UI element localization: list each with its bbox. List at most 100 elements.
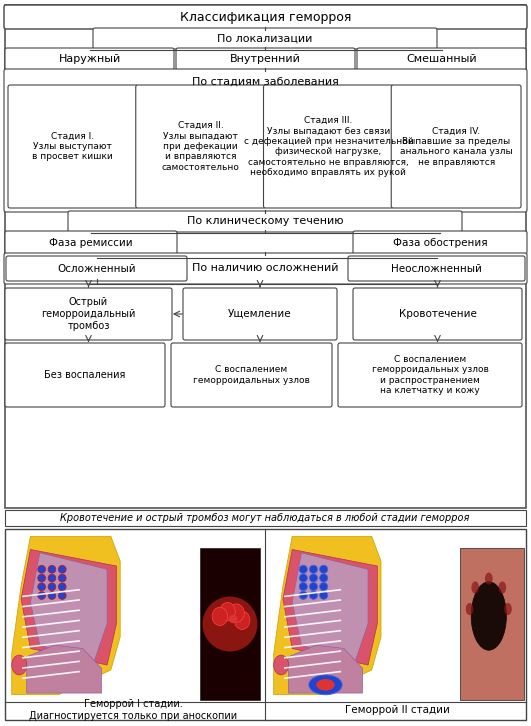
Circle shape <box>58 583 66 591</box>
Ellipse shape <box>302 567 305 571</box>
FancyBboxPatch shape <box>4 69 527 212</box>
FancyBboxPatch shape <box>391 85 521 208</box>
Circle shape <box>38 574 46 582</box>
Bar <box>5 529 526 720</box>
Polygon shape <box>273 537 381 695</box>
FancyBboxPatch shape <box>263 85 393 208</box>
FancyBboxPatch shape <box>5 231 177 254</box>
Circle shape <box>299 591 307 600</box>
Ellipse shape <box>229 615 237 623</box>
Bar <box>460 548 524 700</box>
FancyBboxPatch shape <box>353 288 522 340</box>
Ellipse shape <box>12 655 27 675</box>
Ellipse shape <box>322 576 325 580</box>
Polygon shape <box>283 550 378 665</box>
Text: Геморрой II стадии: Геморрой II стадии <box>345 705 449 715</box>
Ellipse shape <box>312 584 315 589</box>
Circle shape <box>48 566 56 574</box>
FancyBboxPatch shape <box>5 510 526 526</box>
Text: Внутренний: Внутренний <box>230 54 301 64</box>
Circle shape <box>299 582 307 591</box>
Text: Смешанный: Смешанный <box>406 54 477 64</box>
FancyBboxPatch shape <box>5 48 174 70</box>
Text: С воспалением
геморроидальных узлов: С воспалением геморроидальных узлов <box>193 365 310 385</box>
Ellipse shape <box>273 655 288 675</box>
Ellipse shape <box>312 576 315 580</box>
Circle shape <box>320 591 328 600</box>
FancyBboxPatch shape <box>68 211 462 232</box>
FancyBboxPatch shape <box>348 256 525 281</box>
Text: Кровотечение и острый тромбоз могут наблюдаться в любой стадии геморроя: Кровотечение и острый тромбоз могут набл… <box>61 513 470 523</box>
Text: По клиническому течению: По клиническому течению <box>187 216 343 227</box>
Ellipse shape <box>302 584 305 589</box>
Polygon shape <box>21 550 116 665</box>
Text: Кровотечение: Кровотечение <box>399 309 476 319</box>
Ellipse shape <box>322 593 325 597</box>
FancyBboxPatch shape <box>176 48 355 70</box>
Ellipse shape <box>322 567 325 571</box>
Text: Без воспаления: Без воспаления <box>44 370 126 380</box>
Ellipse shape <box>316 679 335 690</box>
FancyBboxPatch shape <box>5 343 165 407</box>
FancyBboxPatch shape <box>183 288 337 340</box>
Circle shape <box>38 592 46 600</box>
Text: По наличию осложнений: По наличию осложнений <box>192 263 338 273</box>
Circle shape <box>48 592 56 600</box>
Text: Классификация геморроя: Классификация геморроя <box>180 10 351 23</box>
Circle shape <box>58 574 66 582</box>
Circle shape <box>48 583 56 591</box>
Text: С воспалением
геморроидальных узлов
и распространением
на клетчатку и кожу: С воспалением геморроидальных узлов и ра… <box>372 355 489 395</box>
Circle shape <box>310 574 318 582</box>
Circle shape <box>320 582 328 591</box>
Text: Стадия III.
Узлы выпадают без связи
с дефекацией при незначительной
физической н: Стадия III. Узлы выпадают без связи с де… <box>244 116 413 177</box>
Text: Геморрой I стадии.
Диагностируется только при аноскопии: Геморрой I стадии. Диагностируется тольк… <box>29 699 237 721</box>
Ellipse shape <box>312 593 315 597</box>
Text: Стадия II.
Узлы выпадают
при дефекации
и вправляются
самостоятельно: Стадия II. Узлы выпадают при дефекации и… <box>161 121 239 172</box>
Text: Ущемление: Ущемление <box>228 309 292 319</box>
Ellipse shape <box>302 593 305 597</box>
FancyBboxPatch shape <box>4 253 527 284</box>
Polygon shape <box>292 552 368 661</box>
FancyBboxPatch shape <box>4 5 527 29</box>
FancyBboxPatch shape <box>353 231 527 254</box>
Circle shape <box>310 566 318 574</box>
Circle shape <box>310 582 318 591</box>
Circle shape <box>58 566 66 574</box>
Ellipse shape <box>309 675 342 695</box>
Text: По локализации: По локализации <box>217 33 313 44</box>
Polygon shape <box>27 645 101 693</box>
Polygon shape <box>288 645 363 693</box>
FancyBboxPatch shape <box>93 28 437 49</box>
Ellipse shape <box>485 573 493 584</box>
Text: Фаза обострения: Фаза обострения <box>393 237 487 248</box>
Circle shape <box>58 592 66 600</box>
Text: По стадиям заболевания: По стадиям заболевания <box>192 77 338 87</box>
FancyBboxPatch shape <box>357 48 526 70</box>
FancyBboxPatch shape <box>338 343 522 407</box>
Polygon shape <box>30 552 107 661</box>
Ellipse shape <box>499 582 506 594</box>
Text: Острый
геморроидальный
тромбоз: Острый геморроидальный тромбоз <box>41 298 136 330</box>
Text: Осложненный: Осложненный <box>57 264 136 274</box>
Circle shape <box>310 591 318 600</box>
FancyBboxPatch shape <box>136 85 266 208</box>
Circle shape <box>320 574 328 582</box>
Circle shape <box>38 583 46 591</box>
Circle shape <box>299 566 307 574</box>
Polygon shape <box>12 537 120 695</box>
Ellipse shape <box>234 611 250 629</box>
Text: Стадия I.
Узлы выступают
в просвет кишки: Стадия I. Узлы выступают в просвет кишки <box>32 131 113 161</box>
Circle shape <box>48 574 56 582</box>
Ellipse shape <box>212 607 228 626</box>
FancyBboxPatch shape <box>5 288 172 340</box>
Text: Стадия IV.
Выпавшие за пределы
анального канала узлы
не вправляются: Стадия IV. Выпавшие за пределы анального… <box>400 126 512 166</box>
Bar <box>200 548 260 700</box>
Ellipse shape <box>472 582 479 594</box>
Ellipse shape <box>229 604 244 622</box>
FancyBboxPatch shape <box>6 256 187 281</box>
Ellipse shape <box>312 567 315 571</box>
FancyBboxPatch shape <box>5 5 526 508</box>
Ellipse shape <box>220 603 235 621</box>
Ellipse shape <box>322 584 325 589</box>
Text: Фаза ремиссии: Фаза ремиссии <box>49 237 133 248</box>
